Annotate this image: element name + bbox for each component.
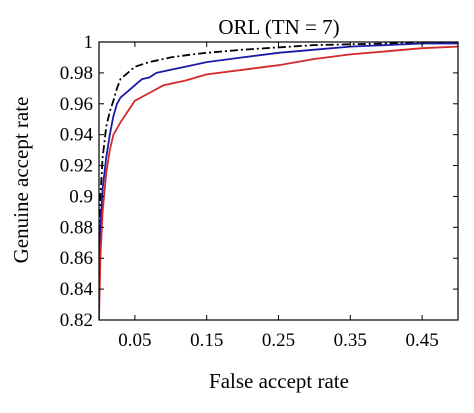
y-tick-label: 0.84 xyxy=(60,279,94,300)
plot-area: 0.05 0.15 0.25 0.35 0.45 0.82 0.84 0.86 0.88 0.9 0… xyxy=(60,32,459,351)
axes-box xyxy=(98,41,459,321)
y-tick-label: 0.94 xyxy=(60,125,94,146)
y-tick-label: 0.96 xyxy=(60,94,93,115)
x-tick-label: 0.05 xyxy=(118,330,151,351)
y-tick-label: 0.98 xyxy=(60,63,93,84)
y-tick-label: 1 xyxy=(84,32,94,53)
y-tick-label: 0.88 xyxy=(60,217,93,238)
y-tick-label: 0.9 xyxy=(69,186,93,207)
series-line-2 xyxy=(99,42,458,274)
x-tick-label: 0.35 xyxy=(334,330,367,351)
ticks-layer: 0.05 0.15 0.25 0.35 0.45 0.82 0.84 0.86 0.88 0.9 0… xyxy=(60,32,458,351)
x-tick-label: 0.25 xyxy=(262,330,295,351)
series-line-3 xyxy=(99,45,458,320)
x-tick-label: 0.45 xyxy=(405,330,438,351)
series-line-1 xyxy=(99,42,458,250)
y-tick-label: 0.86 xyxy=(60,248,93,269)
x-axis-label: False accept rate xyxy=(209,369,349,393)
y-axis-label: Genuine accept rate xyxy=(9,97,33,264)
series-layer xyxy=(99,42,458,320)
y-tick-label: 0.92 xyxy=(60,156,93,177)
x-tick-label: 0.15 xyxy=(190,330,223,351)
chart-title: ORL (TN = 7) xyxy=(218,15,339,39)
y-tick-label: 0.82 xyxy=(60,310,93,331)
